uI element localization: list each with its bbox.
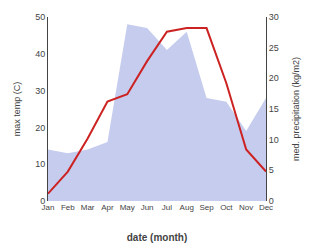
svg-text:Sep: Sep bbox=[199, 203, 214, 212]
svg-text:10: 10 bbox=[35, 159, 45, 169]
svg-text:30: 30 bbox=[269, 12, 279, 22]
svg-text:Jul: Jul bbox=[162, 203, 172, 212]
svg-text:max temp (C): max temp (C) bbox=[12, 82, 22, 137]
svg-text:0: 0 bbox=[269, 196, 274, 206]
svg-text:May: May bbox=[120, 203, 135, 212]
svg-text:0: 0 bbox=[40, 196, 45, 206]
svg-text:20: 20 bbox=[269, 73, 279, 83]
svg-text:Dec: Dec bbox=[259, 203, 273, 212]
svg-text:25: 25 bbox=[269, 43, 279, 53]
svg-text:15: 15 bbox=[269, 104, 279, 114]
svg-text:40: 40 bbox=[35, 49, 45, 59]
svg-text:Mar: Mar bbox=[81, 203, 95, 212]
svg-text:Jun: Jun bbox=[141, 203, 154, 212]
svg-text:date (month): date (month) bbox=[127, 232, 188, 243]
svg-text:med. precipitation (kg/m2): med. precipitation (kg/m2) bbox=[291, 57, 301, 161]
svg-text:Feb: Feb bbox=[61, 203, 75, 212]
svg-text:Nov: Nov bbox=[239, 203, 253, 212]
svg-text:50: 50 bbox=[35, 12, 45, 22]
svg-text:5: 5 bbox=[269, 165, 274, 175]
svg-text:Aug: Aug bbox=[180, 203, 194, 212]
svg-text:Oct: Oct bbox=[220, 203, 233, 212]
svg-text:30: 30 bbox=[35, 86, 45, 96]
svg-text:10: 10 bbox=[269, 135, 279, 145]
svg-text:20: 20 bbox=[35, 123, 45, 133]
svg-text:Apr: Apr bbox=[101, 203, 114, 212]
svg-text:Jan: Jan bbox=[42, 203, 55, 212]
